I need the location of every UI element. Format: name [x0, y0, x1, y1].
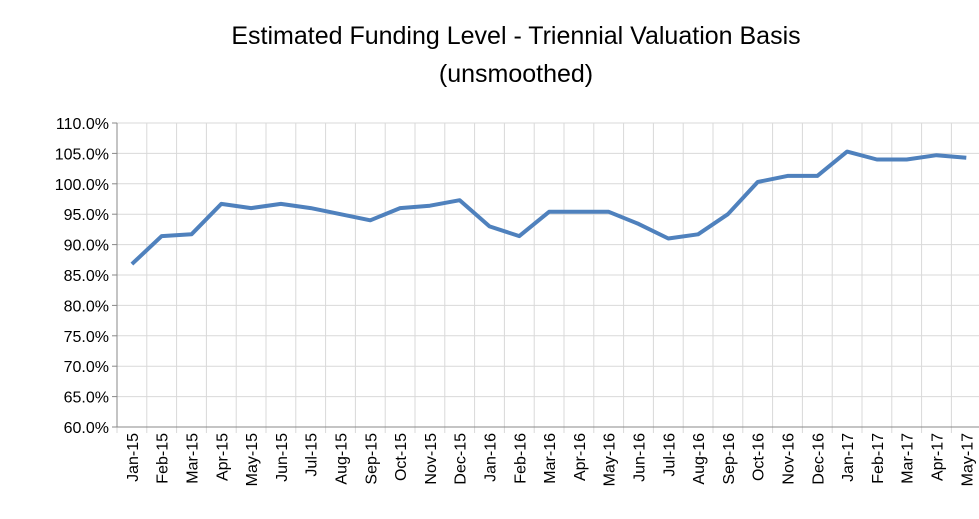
- x-tick-label: Feb-17: [870, 433, 887, 484]
- x-tick-label: Feb-15: [155, 433, 172, 484]
- x-tick-label: Apr-16: [572, 433, 589, 481]
- chart-subtitle: (unsmoothed): [439, 60, 593, 88]
- y-tick-label: 75.0%: [64, 329, 109, 346]
- x-tick-label: Jun-16: [632, 433, 649, 482]
- x-tick-label: Aug-16: [691, 433, 708, 485]
- x-tick-label: Jan-15: [125, 433, 142, 482]
- y-tick-label: 105.0%: [55, 146, 109, 163]
- y-tick-label: 110.0%: [56, 116, 109, 133]
- x-tick-label: Mar-17: [900, 433, 917, 484]
- x-tick-label: Jun-15: [274, 433, 291, 482]
- y-tick-label: 90.0%: [64, 238, 109, 255]
- x-tick-label: Jul-15: [304, 433, 321, 477]
- x-tick-label: Dec-15: [453, 433, 470, 485]
- x-tick-label: May-17: [959, 433, 976, 486]
- x-tick-label: Nov-15: [423, 433, 440, 485]
- line-series: [130, 149, 967, 266]
- y-tick-label: 60.0%: [64, 420, 109, 437]
- y-tick-label: 80.0%: [64, 298, 109, 315]
- x-tick-label: Jan-16: [483, 433, 500, 482]
- y-tick-label: 85.0%: [64, 268, 109, 285]
- x-tick-label: Apr-17: [930, 433, 947, 481]
- y-tick-label: 70.0%: [64, 359, 109, 376]
- x-tick-label: Sep-16: [721, 433, 738, 485]
- x-tick-label: Nov-16: [781, 433, 798, 485]
- x-tick-label: Oct-16: [751, 433, 768, 481]
- x-tick-label: May-16: [602, 433, 619, 486]
- x-tick-label: Jan-17: [840, 433, 857, 482]
- x-tick-label: Mar-16: [542, 433, 559, 484]
- x-tick-label: Aug-15: [334, 433, 351, 485]
- x-tick-label: Dec-16: [810, 433, 827, 485]
- x-tick-label: Sep-15: [363, 433, 380, 485]
- x-tick-label: May-15: [244, 433, 261, 486]
- x-tick-label: Mar-15: [185, 433, 202, 484]
- y-tick-label: 95.0%: [64, 207, 109, 224]
- y-tick-label: 100.0%: [55, 177, 109, 194]
- chart-title: Estimated Funding Level - Triennial Valu…: [231, 22, 800, 50]
- x-tick-label: Oct-15: [393, 433, 410, 481]
- x-tick-label: Feb-16: [512, 433, 529, 484]
- y-tick-label: 65.0%: [64, 390, 109, 407]
- x-tick-label: Apr-15: [214, 433, 231, 481]
- x-tick-label: Jul-16: [661, 433, 678, 477]
